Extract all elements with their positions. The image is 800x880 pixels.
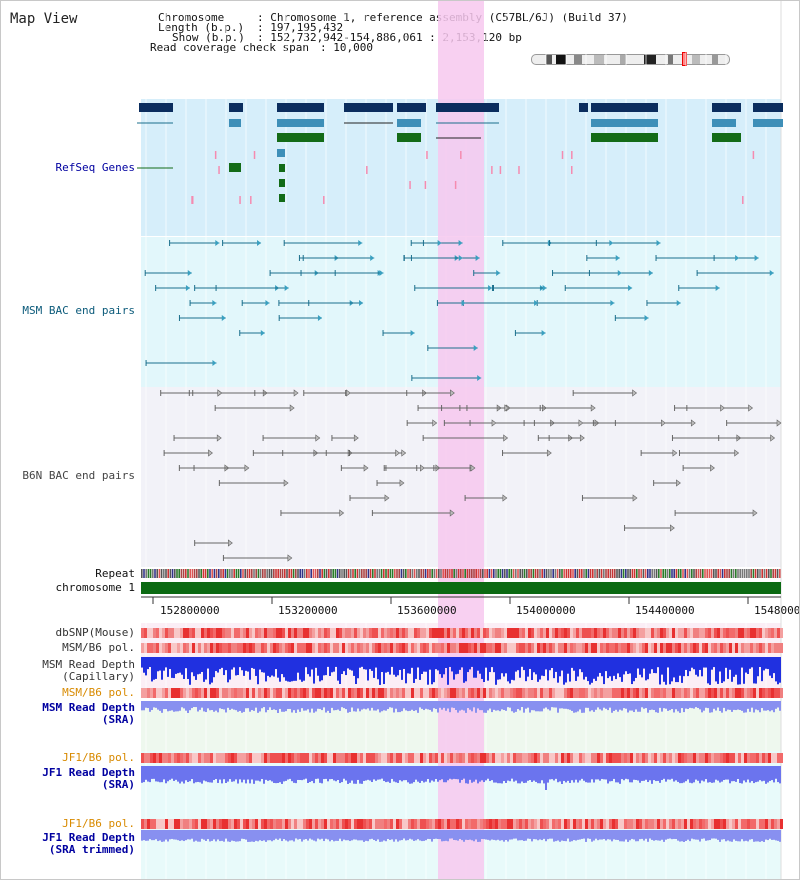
highlight-region[interactable] [438, 1, 484, 879]
gene-feature [397, 103, 426, 112]
msm-bac-end-pairs-track[interactable] [144, 240, 774, 381]
track-label-msm-b6-pol-2[interactable]: MSM/B6 pol. [62, 686, 135, 699]
length-value: : 197,195,432 [257, 21, 344, 34]
gene-feature [277, 149, 285, 157]
b6n-bac-end-pairs-track[interactable] [160, 389, 782, 562]
refseq-genes-track[interactable] [137, 103, 783, 204]
track-label-jf1-depth-sra[interactable]: JF1 Read Depth (SRA) [42, 766, 135, 791]
track-label-dbsnp[interactable]: dbSNP(Mouse) [55, 626, 135, 639]
gene-feature [712, 133, 741, 142]
chromosome-label: Chromosome [158, 11, 225, 24]
track-label-msm-bac[interactable]: MSM BAC end pairs [22, 304, 135, 317]
chromosome-ideogram[interactable] [531, 54, 730, 65]
track-label-refseq[interactable]: RefSeq Genes [55, 161, 135, 174]
axis-tick-label: 154000000 [516, 604, 576, 617]
gene-feature [753, 103, 783, 112]
gene-feature [436, 103, 499, 112]
length-label: Length (b.p.) [158, 21, 245, 34]
gene-feature [753, 119, 783, 127]
axis-tick-label: 153600000 [397, 604, 457, 617]
repeat-track [141, 569, 781, 578]
track-label-repeat[interactable]: Repeat [95, 567, 135, 580]
gene-feature [591, 119, 658, 127]
gene-feature [344, 103, 393, 112]
track-label-chromosome[interactable]: chromosome 1 [55, 581, 135, 594]
gene-feature [279, 179, 285, 187]
gene-feature [229, 103, 243, 112]
gene-feature [397, 119, 421, 127]
axis-tick-label: 1548000 [754, 604, 800, 617]
axis-tick-label: 153200000 [278, 604, 338, 617]
track-label-msm-depth-capillary[interactable]: MSM Read Depth (Capillary) [42, 658, 135, 683]
track-label-b6n-bac[interactable]: B6N BAC end pairs [22, 469, 135, 482]
gene-feature [279, 164, 285, 172]
track-label-msm-depth-sra[interactable]: MSM Read Depth (SRA) [42, 701, 135, 726]
track-label-jf1-b6-pol-2[interactable]: JF1/B6 pol. [62, 817, 135, 830]
gene-feature [229, 163, 241, 172]
gene-feature [591, 133, 658, 142]
track-label-jf1-depth-trimmed[interactable]: JF1 Read Depth (SRA trimmed) [42, 831, 135, 856]
page-title: Map View [10, 11, 78, 27]
axis-tick-label: 154400000 [635, 604, 695, 617]
heat-tracks [141, 628, 783, 842]
position-axis [141, 596, 781, 604]
chromosome-bar [141, 582, 781, 594]
gene-feature [591, 103, 658, 112]
span-label: Read coverage check span [150, 41, 309, 54]
gene-feature [579, 103, 588, 112]
gene-feature [277, 103, 324, 112]
gene-feature [139, 103, 173, 112]
span-value: : 10,000 [320, 41, 373, 54]
gene-feature [229, 119, 241, 127]
gene-feature [397, 133, 421, 142]
gene-feature [277, 119, 324, 127]
gene-feature [279, 194, 285, 202]
gene-feature [277, 133, 324, 142]
track-label-jf1-b6-pol-1[interactable]: JF1/B6 pol. [62, 751, 135, 764]
gene-feature [712, 119, 736, 127]
show-label: Show (b.p.) [172, 31, 245, 44]
gene-feature [712, 103, 741, 112]
axis-tick-label: 152800000 [160, 604, 220, 617]
track-label-msm-b6-pol-1[interactable]: MSM/B6 pol. [62, 641, 135, 654]
